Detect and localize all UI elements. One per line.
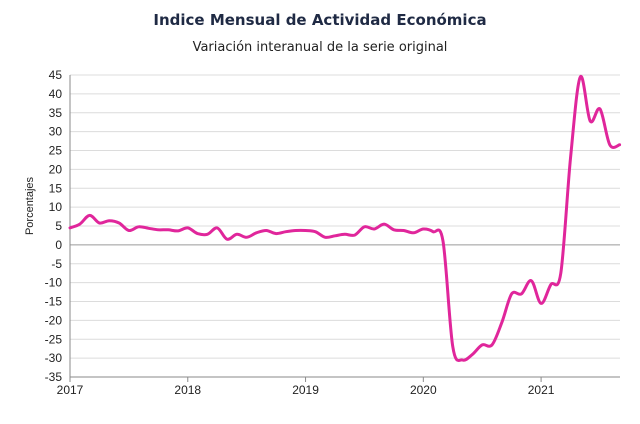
y-tick-label: 45 (49, 68, 63, 82)
y-axis-ticks: 45 40 35 30 25 20 15 10 5 0 -5 -10 -15 -20 -25 -30 -35 (45, 68, 63, 384)
y-tick-label: 20 (49, 162, 63, 176)
gridlines (70, 74, 620, 378)
y-tick-label: 30 (49, 125, 63, 139)
chart-title: Indice Mensual de Actividad Económica (153, 11, 487, 29)
y-tick-label: 40 (49, 87, 63, 101)
x-tick-label: 2018 (174, 383, 201, 397)
y-tick-label: -30 (45, 351, 63, 365)
y-tick-label: 0 (55, 238, 62, 252)
y-axis-label: Porcentajes (24, 176, 36, 235)
y-tick-label: 5 (55, 219, 62, 233)
x-axis-ticks: 2017 2018 2019 2020 2021 (57, 377, 555, 397)
series-line (68, 75, 622, 363)
y-tick-label: -25 (45, 332, 63, 346)
y-tick-label: 10 (49, 200, 63, 214)
x-tick-label: 2017 (57, 383, 84, 397)
y-tick-label: -15 (45, 295, 63, 309)
x-tick-label: 2020 (410, 383, 437, 397)
series-group (68, 75, 622, 363)
y-tick-label: -35 (45, 370, 63, 384)
y-tick-label: 25 (49, 144, 63, 158)
y-tick-label: -20 (45, 313, 63, 327)
y-tick-label: 15 (49, 181, 63, 195)
chart-subtitle: Variación interanual de la serie origina… (192, 40, 448, 55)
x-tick-label: 2019 (292, 383, 319, 397)
y-tick-label: -10 (45, 276, 63, 290)
y-tick-label: -5 (51, 257, 62, 271)
x-tick-label: 2021 (528, 383, 555, 397)
y-tick-label: 35 (49, 106, 63, 120)
